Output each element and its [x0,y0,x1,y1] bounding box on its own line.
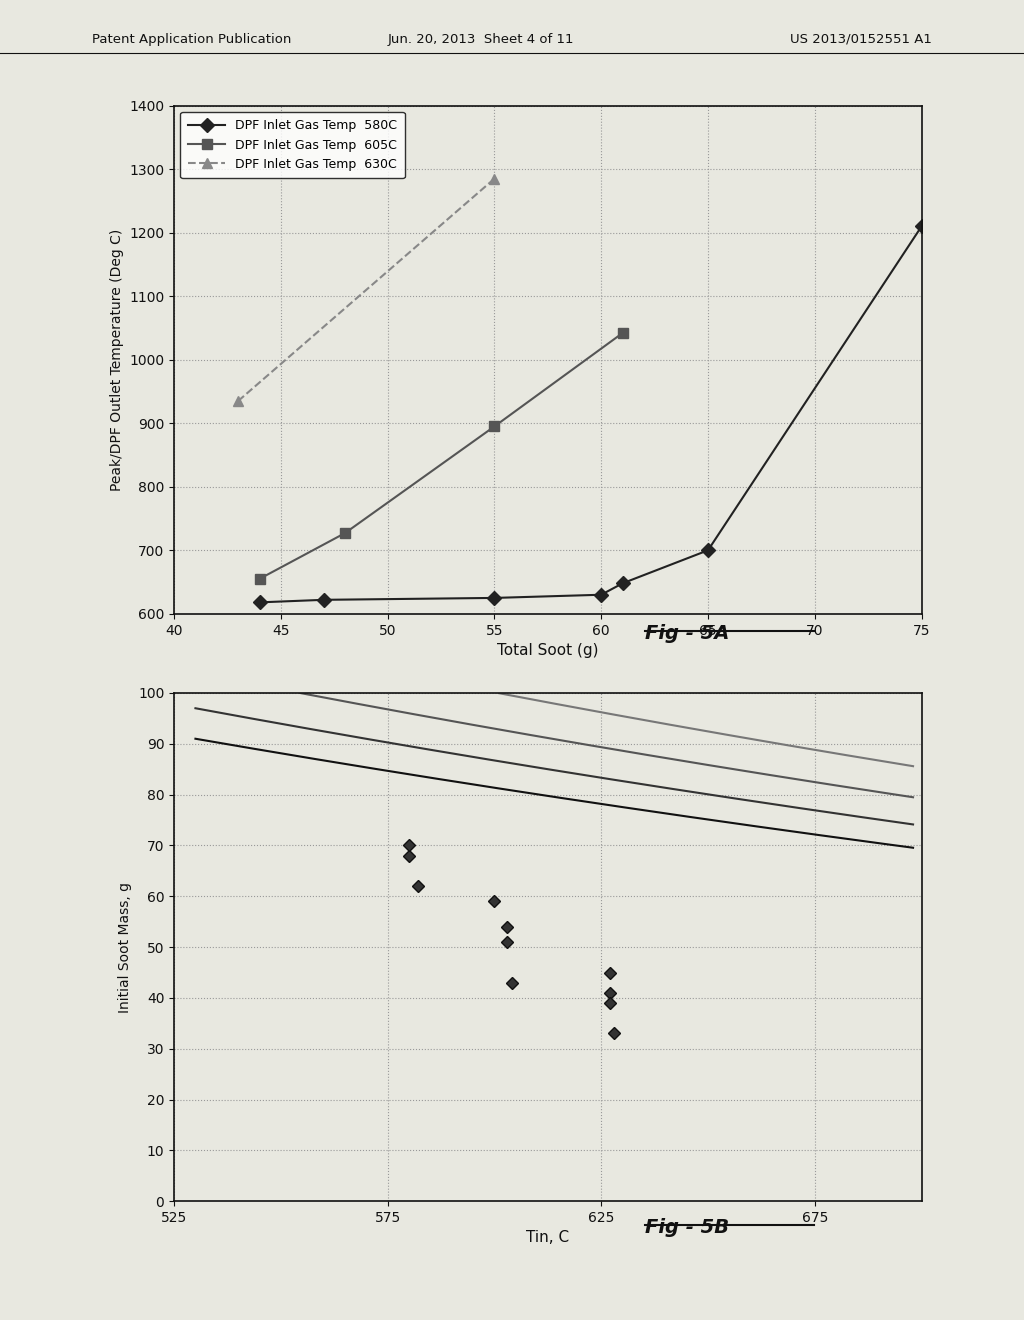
DPF Inlet Gas Temp  580C [488,590,501,606]
X-axis label: Tin, C: Tin, C [526,1230,569,1246]
Text: Patent Application Publication: Patent Application Publication [92,33,292,46]
DPF Inlet Gas Temp  580C [915,218,928,234]
X-axis label: Total Soot (g): Total Soot (g) [497,643,599,659]
Text: Fig - 5A: Fig - 5A [645,624,729,643]
Legend: DPF Inlet Gas Temp  580C, DPF Inlet Gas Temp  605C, DPF Inlet Gas Temp  630C: DPF Inlet Gas Temp 580C, DPF Inlet Gas T… [180,112,404,178]
Y-axis label: Peak/DPF Outlet Temperature (Deg C): Peak/DPF Outlet Temperature (Deg C) [110,228,124,491]
Text: Jun. 20, 2013  Sheet 4 of 11: Jun. 20, 2013 Sheet 4 of 11 [388,33,574,46]
DPF Inlet Gas Temp  605C [616,325,629,341]
DPF Inlet Gas Temp  580C [317,591,330,607]
DPF Inlet Gas Temp  580C [616,576,629,591]
DPF Inlet Gas Temp  605C [488,418,501,434]
Line: DPF Inlet Gas Temp  630C: DPF Inlet Gas Temp 630C [233,174,500,405]
Text: US 2013/0152551 A1: US 2013/0152551 A1 [790,33,932,46]
Line: DPF Inlet Gas Temp  580C: DPF Inlet Gas Temp 580C [255,222,927,607]
DPF Inlet Gas Temp  630C [488,170,501,186]
DPF Inlet Gas Temp  580C [595,587,607,603]
DPF Inlet Gas Temp  580C [701,543,714,558]
DPF Inlet Gas Temp  605C [253,572,265,587]
DPF Inlet Gas Temp  580C [253,594,265,610]
Text: Fig - 5B: Fig - 5B [645,1218,729,1237]
Y-axis label: Initial Soot Mass, g: Initial Soot Mass, g [119,882,132,1012]
DPF Inlet Gas Temp  630C [232,393,245,409]
DPF Inlet Gas Temp  605C [339,525,351,541]
Line: DPF Inlet Gas Temp  605C: DPF Inlet Gas Temp 605C [255,329,628,583]
